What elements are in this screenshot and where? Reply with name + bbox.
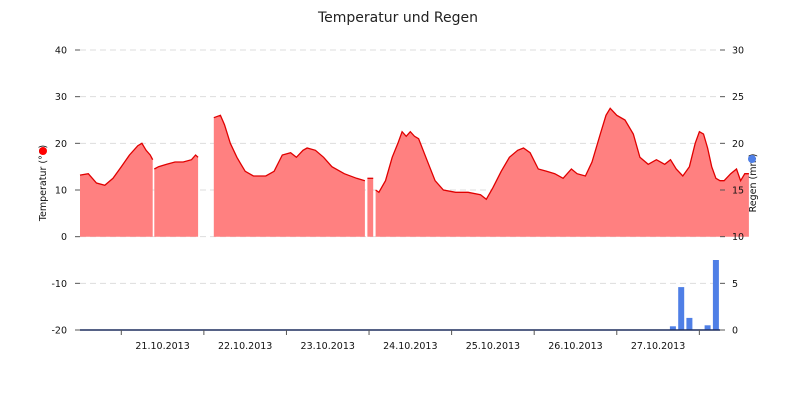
x-tick-label: 25.10.2013 bbox=[466, 341, 520, 352]
temperature-line-segment bbox=[213, 114, 366, 182]
temperature-line-segment bbox=[153, 154, 199, 170]
left-tick-label: 0 bbox=[61, 232, 67, 243]
right-tick-label: 15 bbox=[732, 186, 744, 197]
left-tick-label: -10 bbox=[51, 279, 67, 290]
rain-bar bbox=[686, 317, 693, 330]
right-tick-label: 30 bbox=[732, 46, 744, 57]
x-tick-label: 23.10.2013 bbox=[301, 341, 355, 352]
left-tick-label: 10 bbox=[55, 186, 67, 197]
right-axis-label-group: Regen (mm) bbox=[748, 154, 759, 213]
right-tick-label: 5 bbox=[732, 279, 738, 290]
temperature-line-segment bbox=[79, 142, 154, 187]
chart-title: Temperatur und Regen bbox=[317, 10, 478, 26]
x-tick-label: 26.10.2013 bbox=[548, 341, 602, 352]
rain-bar bbox=[669, 326, 676, 330]
left-axis-legend-marker bbox=[39, 147, 47, 155]
temperature-line-segment bbox=[375, 107, 749, 201]
temperature-area-segment bbox=[213, 115, 365, 237]
right-tick-label: 20 bbox=[732, 139, 744, 150]
right-tick-label: 10 bbox=[732, 232, 744, 243]
left-tick-label: 20 bbox=[55, 139, 67, 150]
temperature-area-segment bbox=[367, 178, 374, 237]
left-tick-label: 30 bbox=[55, 92, 67, 103]
rain-bar bbox=[712, 260, 719, 330]
x-tick-label: 21.10.2013 bbox=[135, 341, 189, 352]
left-tick-label: -20 bbox=[51, 326, 67, 337]
right-tick-label: 25 bbox=[732, 92, 744, 103]
left-tick-label: 40 bbox=[55, 46, 67, 57]
rain-bar bbox=[704, 325, 711, 330]
x-tick-label: 24.10.2013 bbox=[383, 341, 437, 352]
temperature-area-segment bbox=[154, 155, 199, 237]
temperature-area-segment bbox=[375, 108, 749, 237]
rain-bar bbox=[678, 287, 685, 330]
right-axis-label: Regen (mm) bbox=[748, 154, 759, 213]
left-axis-label-group: Temperatur (°C) bbox=[38, 145, 49, 222]
temperature-area-segment bbox=[80, 143, 153, 237]
right-tick-label: 0 bbox=[732, 326, 738, 337]
temperature-area-layer bbox=[79, 107, 749, 237]
x-tick-label: 27.10.2013 bbox=[631, 341, 685, 352]
rain-bar-layer bbox=[669, 260, 719, 330]
left-axis-label: Temperatur (°C) bbox=[38, 145, 49, 222]
right-axis-legend-marker bbox=[748, 155, 756, 163]
x-tick-label: 22.10.2013 bbox=[218, 341, 272, 352]
axis-layer: -20 -10 0 10 20 30 40 0 5 10 15 20 25 30 21.10.2013 22.… bbox=[51, 46, 744, 353]
